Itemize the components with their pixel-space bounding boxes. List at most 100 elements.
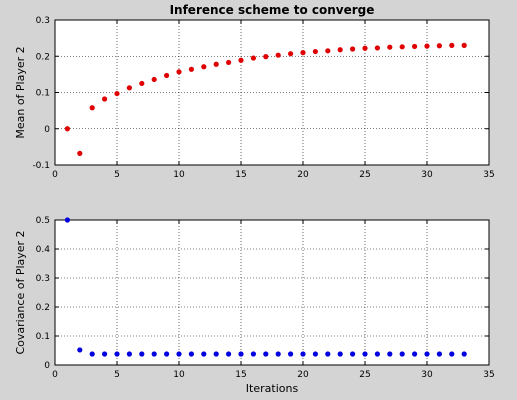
cov-data-point: [89, 351, 95, 357]
mean-x-tick-label: 15: [235, 170, 246, 180]
cov-data-point: [151, 351, 157, 357]
cov-data-point: [461, 351, 467, 357]
mean-data-point: [77, 150, 83, 156]
mean-data-point: [362, 45, 368, 51]
cov-x-axis-label: Iterations: [246, 382, 299, 395]
mean-data-point: [213, 61, 219, 67]
mean-y-tick-label: 0.2: [36, 52, 50, 62]
cov-data-point: [238, 351, 244, 357]
cov-data-point: [387, 351, 393, 357]
mean-x-tick-label: 20: [297, 170, 309, 180]
cov-data-point: [424, 351, 430, 357]
cov-x-tick-label: 10: [173, 370, 185, 380]
cov-data-point: [139, 351, 145, 357]
cov-data-point: [325, 351, 331, 357]
cov-data-point: [213, 351, 219, 357]
cov-data-point: [300, 351, 306, 357]
mean-data-point: [188, 66, 194, 72]
mean-data-point: [139, 80, 145, 87]
cov-y-tick-label: 0: [44, 361, 50, 371]
cov-data-point: [412, 351, 418, 357]
mean-y-tick-label: 0: [44, 125, 50, 135]
mean-data-point: [151, 76, 157, 83]
cov-data-point: [350, 351, 356, 357]
mean-data-point: [226, 59, 232, 66]
cov-data-point: [275, 351, 281, 357]
cov-y-tick-label: 0.5: [36, 216, 50, 226]
cov-data-point: [114, 351, 120, 357]
mean-x-tick-label: 0: [52, 170, 58, 180]
cov-y-tick-label: 0.2: [36, 303, 50, 313]
mean-data-point: [176, 69, 182, 75]
mean-data-point: [263, 54, 269, 60]
cov-data-point: [188, 351, 194, 357]
mean-data-point: [114, 90, 120, 97]
mean-data-point: [374, 45, 380, 51]
cov-axes-frame: [54, 219, 490, 366]
mean-y-axis-label: Mean of Player 2: [14, 46, 27, 138]
covariance-plot: 0 5 10 15 20 25 30 35 0 0.1 0.2 0.3 0.4 0.5 Covariance…: [14, 216, 495, 395]
cov-y-axis-label: Covariance of Player 2: [14, 230, 27, 354]
cov-data-point: [288, 351, 294, 357]
mean-data-point: [387, 44, 393, 50]
cov-data-point: [337, 351, 343, 357]
mean-data-point: [337, 47, 343, 53]
mean-data-point: [238, 57, 244, 63]
mean-y-tick-label: 0.1: [36, 89, 50, 99]
mean-data-point: [64, 126, 70, 132]
mean-y-tick-label: 0.3: [36, 16, 50, 26]
mean-data-point: [436, 43, 442, 49]
cov-data-point: [436, 351, 442, 357]
mean-x-tick-label: 35: [483, 170, 494, 180]
cov-data-point: [250, 351, 256, 357]
mean-y-tick-label: -0.1: [32, 161, 50, 171]
mean-data-point: [312, 48, 318, 55]
cov-x-tick-label: 35: [483, 370, 494, 380]
cov-x-tick-label: 0: [52, 370, 58, 380]
cov-x-tick-label: 20: [297, 370, 309, 380]
mean-data-point: [300, 50, 306, 56]
cov-data-point: [102, 351, 108, 357]
cov-x-tick-label: 15: [235, 370, 246, 380]
mean-data-point: [399, 44, 405, 50]
mean-data-point: [126, 85, 132, 91]
mean-data-point: [250, 55, 256, 61]
cov-y-tick-label: 0.1: [36, 332, 50, 342]
mean-data-point: [449, 42, 455, 48]
mean-data-point: [461, 42, 467, 48]
mean-x-tick-label: 30: [421, 170, 433, 180]
cov-data-point: [263, 351, 269, 357]
cov-data-point: [126, 351, 132, 357]
mean-data-point: [325, 48, 331, 54]
mean-data-point: [275, 52, 281, 58]
cov-grid: [55, 220, 489, 365]
cov-data-point: [64, 217, 70, 223]
cov-data-point: [312, 351, 318, 357]
mean-grid: [55, 20, 489, 165]
mean-x-tick-label: 25: [359, 170, 370, 180]
mean-data-point: [288, 51, 294, 57]
cov-data-point: [449, 351, 455, 357]
mean-data-point: [164, 72, 170, 79]
cov-data-point: [176, 351, 182, 357]
mean-data-point: [102, 96, 108, 102]
cov-data-point: [201, 351, 207, 357]
cov-data-point: [374, 351, 380, 357]
cov-data-point: [164, 351, 170, 357]
mean-data-point: [201, 64, 207, 70]
cov-y-tick-label: 0.4: [36, 245, 51, 255]
mean-data-point: [350, 46, 356, 52]
cov-data-point: [77, 347, 83, 353]
cov-data-point: [362, 351, 368, 357]
cov-x-tick-label: 25: [359, 370, 370, 380]
cov-x-tick-label: 5: [114, 370, 120, 380]
mean-data-point: [89, 105, 95, 111]
mean-data-point: [424, 43, 430, 49]
mean-chart-title: Inference scheme to converge: [170, 3, 375, 17]
mean-data-point: [412, 43, 418, 50]
cov-x-tick-label: 30: [421, 370, 433, 380]
cov-data-point: [399, 351, 405, 357]
mean-x-tick-label: 5: [114, 170, 120, 180]
